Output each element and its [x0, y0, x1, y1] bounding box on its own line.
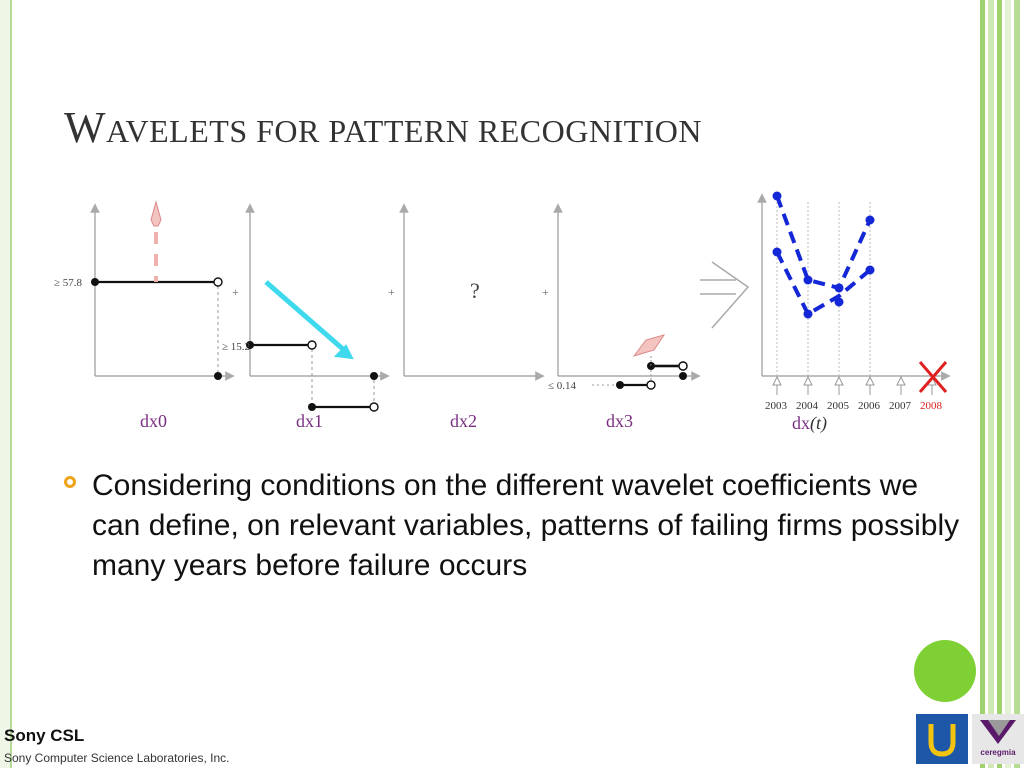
year-label: 2006 [858, 400, 881, 412]
cross-icon [918, 361, 948, 393]
decor-green-dot [914, 640, 976, 702]
dx0-label: dx0 [140, 411, 167, 431]
year-label: 2005 [827, 400, 850, 412]
panel-dx2: ? + dx2 [399, 203, 549, 431]
right-decor-stripes [978, 0, 1024, 768]
bullet-circle-icon [64, 476, 76, 488]
panel-dx3: ≤ 0.14 dx3 [548, 203, 701, 431]
ceregmia-logo: ceregmia [972, 714, 1024, 764]
year-label-highlight: 2008 [920, 400, 943, 412]
dx2-label: dx2 [450, 411, 477, 431]
bullet-text: Considering conditions on the different … [92, 469, 960, 582]
year-label: 2004 [796, 400, 819, 412]
panel-dxt: 2003 2004 2005 2006 2007 2008 dx(t) [757, 191, 951, 434]
svg-text:+: + [542, 285, 549, 299]
transition-arrow [700, 261, 750, 329]
dx1-threshold: ≥ 15.2 [222, 341, 250, 353]
dx1-label: dx1 [296, 411, 323, 431]
dxt-label: dx(t) [792, 413, 827, 434]
dx2-unknown-mark: ? [470, 278, 480, 303]
svg-text:+: + [232, 285, 239, 299]
left-decor-bar [0, 0, 12, 768]
year-label: 2003 [765, 400, 788, 412]
footer-org: Sony CSL [4, 726, 85, 745]
year-label: 2007 [889, 400, 912, 412]
svg-text:+: + [388, 285, 395, 299]
panel-dx1: ≥ 15.2 + dx1 [222, 203, 395, 431]
panel-dx0: ≥ 57.8 + dx0 [54, 200, 239, 431]
dx3-label: dx3 [606, 411, 633, 431]
university-logo [916, 714, 968, 764]
dx0-threshold: ≥ 57.8 [54, 277, 83, 289]
footer-sub: Sony Computer Science Laboratories, Inc. [4, 751, 230, 765]
wavelet-diagram: ≥ 57.8 + dx0 ≥ 15.2 + dx1 ? + dx2 [54, 191, 951, 434]
slide-title: Wavelets for pattern recognition [64, 103, 703, 152]
dx3-threshold: ≤ 0.14 [548, 380, 577, 392]
